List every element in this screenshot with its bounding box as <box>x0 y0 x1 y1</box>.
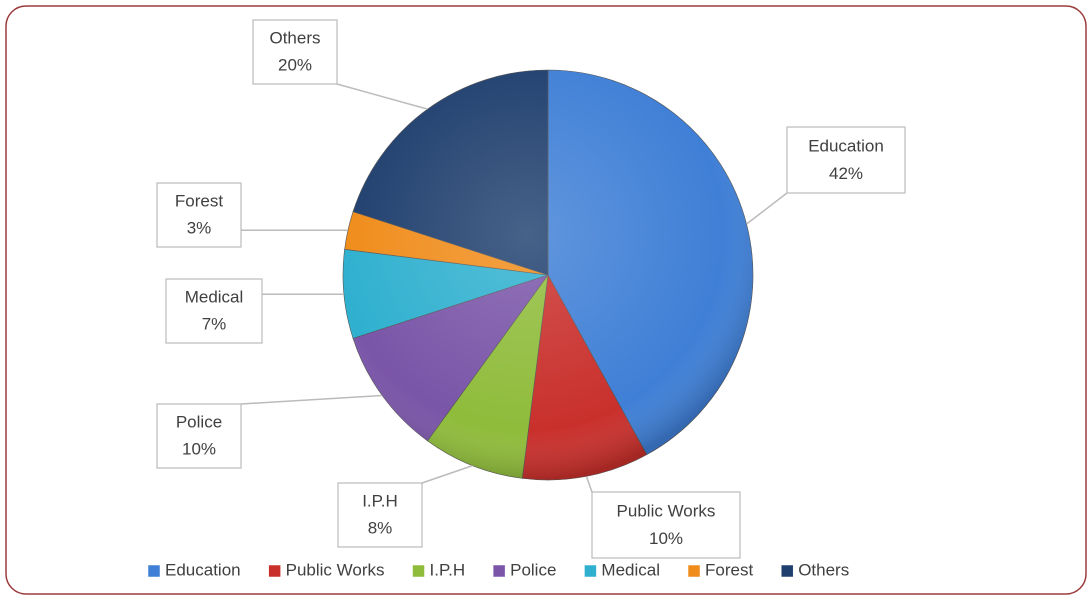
data-label-name: Police <box>176 413 222 432</box>
data-label-name: I.P.H <box>362 492 398 511</box>
data-label-name: Education <box>808 136 884 155</box>
data-label: 10% <box>649 529 683 548</box>
data-label: 7% <box>202 315 227 334</box>
legend-swatch <box>780 564 794 578</box>
legend-label: Others <box>798 560 849 579</box>
legend-label: Forest <box>705 560 753 579</box>
legend-label: Public Works <box>286 560 385 579</box>
label-box <box>252 19 338 85</box>
legend-swatch <box>147 564 161 578</box>
data-label: 20% <box>278 56 312 75</box>
legend-label: Medical <box>601 560 660 579</box>
label-box <box>156 403 242 469</box>
data-label: 10% <box>182 440 216 459</box>
label-box <box>591 491 741 559</box>
data-label-name: Public Works <box>617 501 716 520</box>
data-label-name: Medical <box>185 288 244 307</box>
label-box <box>337 482 423 548</box>
label-box <box>786 126 906 194</box>
legend-swatch <box>412 564 425 578</box>
data-label: 3% <box>187 219 212 238</box>
label-box <box>165 278 263 344</box>
legend-swatch <box>268 564 281 578</box>
legend-label: I.P.H <box>430 560 466 579</box>
data-label-name: Others <box>269 29 320 48</box>
data-label-name: Forest <box>175 192 223 211</box>
data-label: 42% <box>829 164 863 183</box>
legend-label: Police <box>510 560 556 579</box>
legend-label: Education <box>165 560 241 579</box>
leader-line <box>746 192 788 225</box>
data-label: 8% <box>368 519 393 538</box>
label-box <box>156 182 242 248</box>
legend-swatch <box>492 564 506 578</box>
legend-swatch <box>584 564 597 578</box>
legend-swatch <box>687 564 701 578</box>
